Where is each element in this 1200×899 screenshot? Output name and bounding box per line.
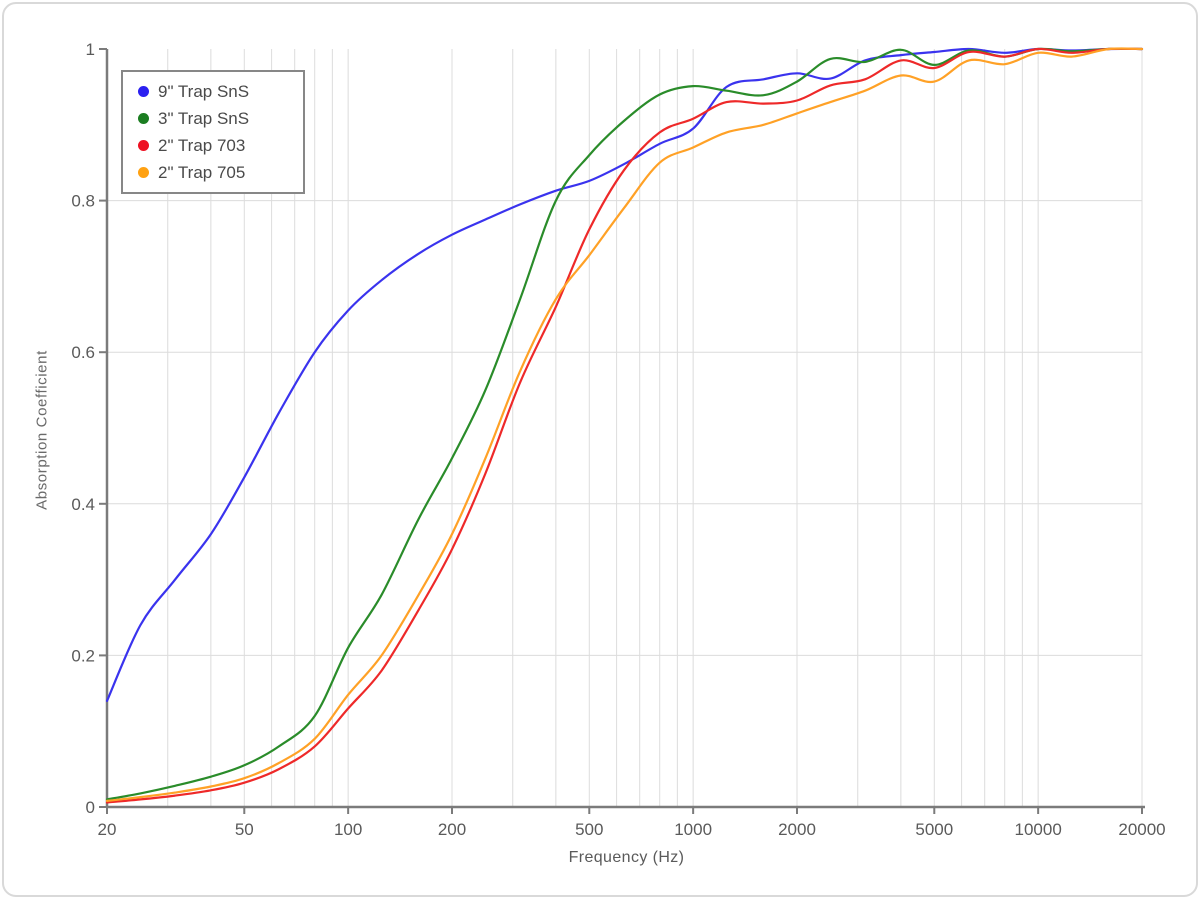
x-tick-label: 200 (438, 820, 466, 839)
legend-label: 3" Trap SnS (158, 108, 250, 128)
x-tick-label: 10000 (1015, 820, 1062, 839)
x-tick-label: 2000 (778, 820, 816, 839)
legend-item[interactable]: 2" Trap 705 (138, 163, 299, 183)
x-tick-label: 500 (575, 820, 603, 839)
legend-marker-dot (138, 167, 149, 178)
legend-item[interactable]: 3" Trap SnS (138, 109, 299, 129)
y-tick-label: 0.2 (71, 646, 95, 665)
legend-item[interactable]: 9" Trap SnS (138, 82, 299, 102)
x-tick-label: 20000 (1118, 820, 1165, 839)
x-tick-label: 1000 (674, 820, 712, 839)
series-curve-9-trap-sns (105, 47, 1144, 702)
legend: 9" Trap SnS 3" Trap SnS 2" Trap 703 2" Trap… (121, 70, 305, 194)
series-curve-3-trap-sns (105, 47, 1144, 801)
legend-item[interactable]: 2" Trap 703 (138, 136, 299, 156)
legend-marker-dot (138, 86, 149, 97)
legend-marker-dot (138, 113, 149, 124)
x-axis-title: Frequency (Hz) (568, 849, 685, 866)
legend-label: 2" Trap 705 (158, 162, 246, 182)
x-tick-label: 100 (334, 820, 362, 839)
absorption-coefficient-chart: 20 50 100 200 500 1000 2000 5000 10000 20000 0 0.2 0… (71, 40, 1165, 839)
x-tick-label: 5000 (915, 820, 953, 839)
x-tick-label: 20 (98, 820, 117, 839)
y-tick-label: 0 (86, 798, 95, 817)
y-axis-title: Absorption Coefficient (33, 350, 51, 510)
y-tick-label: 0.4 (71, 495, 95, 514)
y-tick-label: 0.8 (71, 192, 95, 211)
series-curve-2-trap-703 (105, 47, 1144, 804)
legend-label: 9" Trap SnS (158, 81, 250, 101)
x-tick-label: 50 (235, 820, 254, 839)
y-tick-label: 1 (86, 40, 95, 59)
y-tick-label: 0.6 (71, 343, 95, 362)
series-curve-2-trap-705 (105, 47, 1144, 802)
legend-marker-dot (138, 140, 149, 151)
legend-label: 2" Trap 703 (158, 135, 246, 155)
